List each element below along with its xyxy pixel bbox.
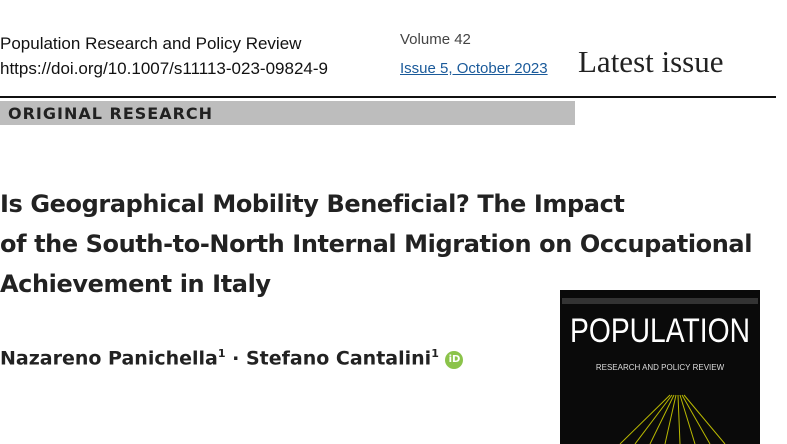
author-name[interactable]: Nazareno Panichella	[0, 347, 218, 370]
section-label: ORIGINAL RESEARCH	[8, 104, 214, 123]
cover-title: POPULATION	[570, 312, 750, 350]
cover: POPULATION RESEARCH AND POLICY REVIEW	[560, 290, 760, 444]
cover-bg	[560, 290, 760, 444]
title-line: Is Geographical Mobility Beneficial? The…	[0, 190, 625, 218]
divider	[0, 96, 776, 98]
separator: ·	[232, 347, 240, 370]
title-line: of the South-to-North Internal Migration…	[0, 230, 753, 258]
volume: Volume 42	[400, 31, 471, 48]
issue-link[interactable]: Issue 5, October 2023	[400, 60, 548, 77]
cover-subtitle: RESEARCH AND POLICY REVIEW	[596, 363, 725, 372]
doi[interactable]: https://doi.org/10.1007/s11113-023-09824…	[0, 59, 328, 78]
journal-name: Population Research and Policy Review	[0, 34, 302, 53]
section-band	[0, 101, 575, 125]
cover-rays	[619, 394, 726, 444]
author-name[interactable]: Stefano Cantalini	[245, 347, 432, 370]
authors: Nazareno Panichella1 · Stefano Cantalini…	[0, 347, 464, 370]
affiliation: 1	[431, 347, 439, 360]
latest-issue: Latest issue	[578, 44, 724, 79]
cover-strip	[562, 298, 758, 304]
title-line: Achievement in Italy	[0, 270, 271, 298]
orcid-icon[interactable]: iD	[445, 351, 464, 370]
affiliation: 1	[217, 347, 226, 360]
